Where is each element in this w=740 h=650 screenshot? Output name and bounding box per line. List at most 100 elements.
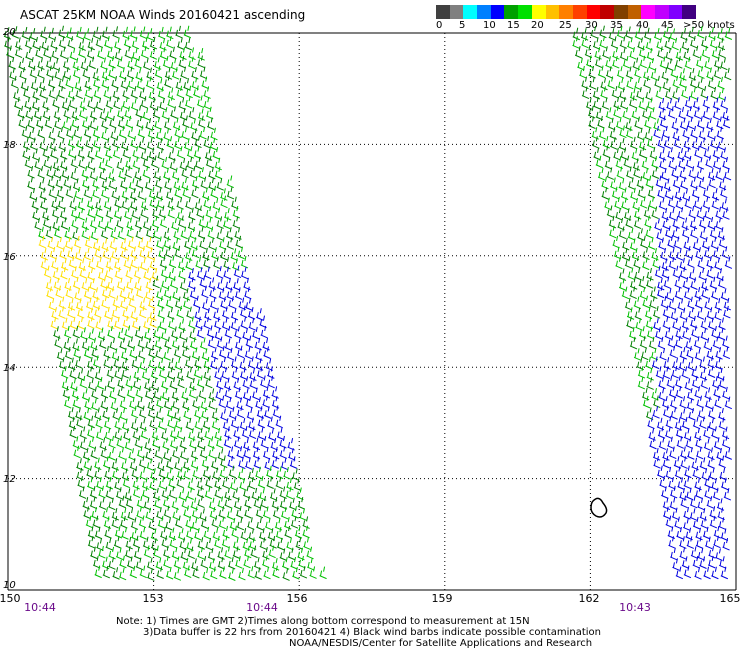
wind-barb [156, 196, 165, 209]
wind-barb [110, 226, 118, 240]
scale-label: 30 [585, 20, 598, 31]
wind-barb [220, 247, 228, 261]
wind-barb [208, 388, 216, 401]
wind-barb [694, 287, 702, 300]
wind-barb [175, 25, 183, 39]
wind-barb [130, 246, 138, 259]
wind-barb [626, 316, 634, 329]
wind-barb [652, 448, 661, 461]
wind-barb [146, 28, 154, 41]
wind-barb [232, 205, 240, 219]
wind-barb [625, 126, 634, 139]
wind-barb [228, 568, 236, 581]
wind-barb [182, 115, 190, 128]
wind-barb [214, 367, 222, 381]
wind-barb [221, 317, 230, 331]
wind-barb [718, 407, 726, 421]
wind-barb [198, 386, 206, 400]
wind-barb [144, 386, 153, 400]
wind-barb [717, 137, 725, 151]
wind-barb [109, 115, 117, 129]
wind-barb [92, 125, 101, 139]
wind-barb [39, 86, 47, 99]
wind-barb [682, 327, 690, 340]
wind-barb [77, 207, 85, 221]
wind-barb [149, 308, 157, 321]
wind-barb [203, 97, 211, 110]
wind-barb [154, 117, 162, 130]
wind-barb [202, 466, 211, 479]
wind-barb [43, 155, 51, 169]
wind-barb [686, 116, 695, 130]
wind-barb [233, 497, 242, 510]
wind-barb [113, 96, 121, 110]
wind-barb [108, 168, 116, 181]
wind-barb [632, 158, 641, 171]
wind-barb [592, 86, 601, 100]
wind-barb [110, 127, 118, 141]
wind-barb [185, 248, 193, 261]
wind-barb [668, 536, 676, 549]
wind-barb [716, 367, 725, 381]
wind-barb [157, 516, 166, 529]
wind-barb [193, 295, 201, 309]
wind-barb [218, 516, 226, 530]
wind-barb [92, 136, 101, 149]
wind-barb [69, 425, 77, 439]
wind-barb [642, 67, 651, 81]
wind-barb [52, 158, 61, 171]
wind-barb [124, 488, 132, 501]
wind-barb [120, 246, 128, 260]
wind-barb [80, 327, 88, 340]
wind-barb [721, 435, 730, 449]
wind-barb [204, 266, 212, 280]
wind-barb [72, 57, 80, 71]
wind-barb [58, 25, 66, 39]
wind-barb [718, 455, 726, 469]
wind-barb [197, 115, 206, 129]
wind-barb [139, 565, 147, 579]
wind-barb [279, 435, 287, 449]
wind-barb [201, 406, 209, 420]
wind-barb [147, 296, 156, 309]
wind-barb [150, 528, 159, 541]
wind-barb [706, 266, 714, 279]
wind-barb [118, 447, 126, 460]
wind-barb [216, 178, 224, 191]
wind-barb [708, 175, 716, 189]
wind-barb [145, 337, 153, 351]
wind-barb [31, 97, 40, 111]
wind-barb [216, 266, 224, 279]
wind-barb [694, 145, 702, 159]
wind-barb [260, 495, 268, 509]
wind-barb [176, 467, 185, 480]
wind-barb [637, 228, 645, 241]
wind-barb [600, 86, 608, 99]
wind-barb [604, 197, 612, 211]
wind-barb [24, 155, 32, 169]
wind-barb [122, 306, 130, 319]
wind-barb [205, 217, 214, 230]
wind-barb [72, 276, 81, 290]
wind-barb [33, 106, 42, 120]
wind-barb [607, 117, 616, 131]
wind-barb [8, 56, 16, 70]
wind-barb [623, 155, 631, 169]
wind-barb [692, 45, 700, 59]
wind-barb [65, 285, 73, 299]
wind-barb [77, 197, 85, 211]
wind-barb [651, 166, 660, 179]
wind-barb [165, 468, 174, 481]
wind-barb [127, 236, 136, 250]
wind-barb [187, 276, 196, 290]
wind-barb [43, 265, 52, 279]
wind-barb [182, 457, 191, 471]
wind-barb [653, 456, 661, 469]
wind-barb [692, 466, 700, 479]
wind-barb [87, 316, 95, 329]
lat-label: 18 [3, 140, 16, 151]
wind-barb [662, 216, 670, 230]
wind-barb [154, 65, 163, 79]
wind-barb [146, 458, 154, 471]
wind-barb [145, 76, 154, 89]
